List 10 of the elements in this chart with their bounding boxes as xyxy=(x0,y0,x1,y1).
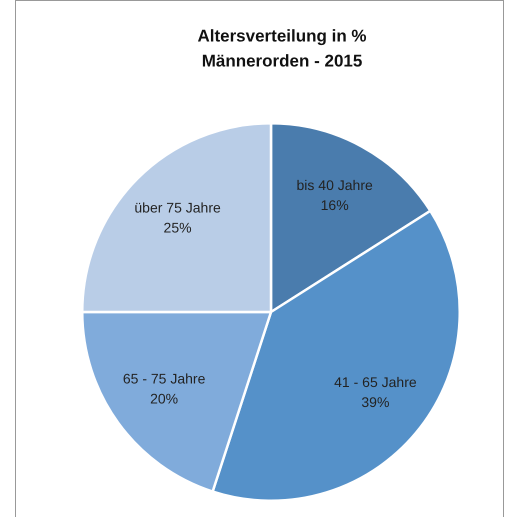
slice-label: 65 - 75 Jahre xyxy=(122,370,206,387)
data-label: 25% xyxy=(164,219,192,236)
data-label: 16% xyxy=(320,197,349,214)
data-label: 20% xyxy=(150,390,178,407)
data-label: 39% xyxy=(361,394,390,410)
slice-label: bis 40 Jahre xyxy=(296,177,373,194)
chart-subtitle: Männerorden - 2015 xyxy=(202,52,362,71)
slice-label: über 75 Jahre xyxy=(134,199,221,216)
slice-label: 41 - 65 Jahre xyxy=(334,374,417,390)
chart-title: Altersverteilung in % xyxy=(197,26,367,46)
